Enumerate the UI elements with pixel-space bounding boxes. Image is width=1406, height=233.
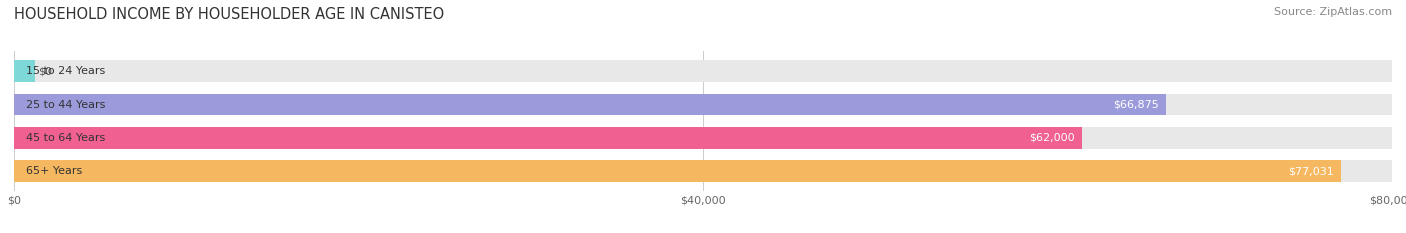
Bar [14,127,1392,149]
Bar [14,127,1083,149]
Text: 25 to 44 Years: 25 to 44 Years [27,99,105,110]
Bar [14,60,35,82]
Text: 65+ Years: 65+ Years [27,166,83,176]
Text: Source: ZipAtlas.com: Source: ZipAtlas.com [1274,7,1392,17]
Bar [14,94,1392,115]
Text: $0: $0 [38,66,52,76]
Bar [14,60,1392,82]
Text: $66,875: $66,875 [1114,99,1159,110]
Bar [14,94,1166,115]
Text: 15 to 24 Years: 15 to 24 Years [27,66,105,76]
Bar [14,160,1392,182]
Text: $62,000: $62,000 [1029,133,1076,143]
Text: 45 to 64 Years: 45 to 64 Years [27,133,105,143]
Text: HOUSEHOLD INCOME BY HOUSEHOLDER AGE IN CANISTEO: HOUSEHOLD INCOME BY HOUSEHOLDER AGE IN C… [14,7,444,22]
Text: $77,031: $77,031 [1288,166,1334,176]
Bar [14,160,1341,182]
